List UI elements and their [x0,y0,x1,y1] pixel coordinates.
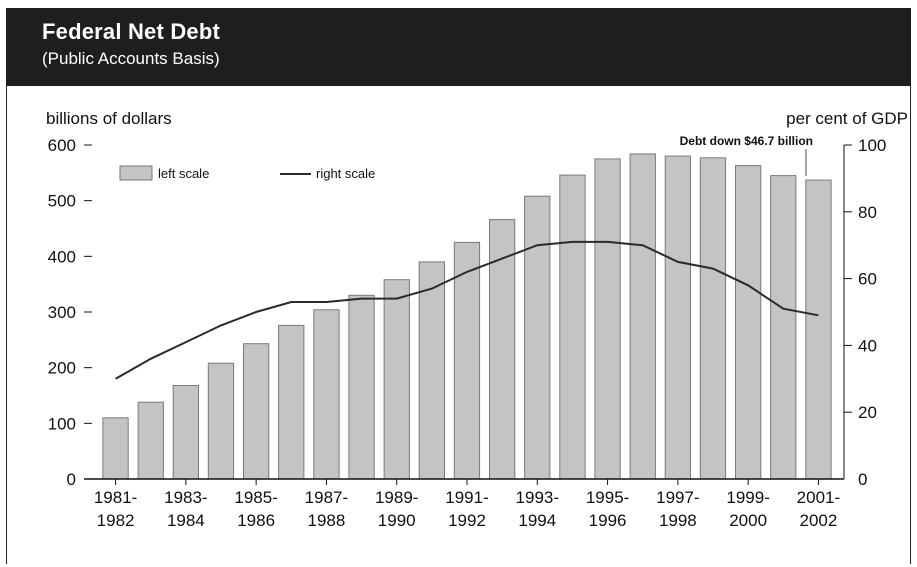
right-tick-label: 0 [858,470,867,489]
bar-2000-2001 [770,175,797,480]
right-tick-label: 20 [858,403,877,422]
x-tick-label-bottom: 1992 [448,511,486,530]
x-tick-label-top: 1993- [516,488,559,507]
right-axis-label: per cent of GDP [786,109,908,128]
bar-1987-1988 [313,309,340,480]
bar-1983-1984 [172,385,199,480]
chart-frame [6,8,911,564]
x-tick-label-bottom: 2002 [800,511,838,530]
x-tick-label-top: 1983- [164,488,207,507]
x-tick-label-bottom: 1982 [97,511,135,530]
right-tick-label: 60 [858,270,877,289]
left-tick-label: 500 [48,192,76,211]
x-tick-label-bottom: 1990 [378,511,416,530]
bar-1984-1985 [207,362,235,480]
bar-1994-1995 [559,174,586,480]
x-tick-label-bottom: 1994 [518,511,556,530]
legend-bar-swatch [119,165,153,181]
right-tick-label: 100 [858,136,886,155]
bar-1988-1989 [348,294,375,480]
left-axis-label: billions of dollars [46,109,172,128]
chart-header: Federal Net Debt (Public Accounts Basis) [6,8,911,86]
right-tick-label: 40 [858,336,877,355]
x-tick-label-top: 1987- [305,488,348,507]
bar-1982-1983 [137,401,164,480]
chart-subtitle: (Public Accounts Basis) [42,49,220,68]
bar-1990-1991 [418,261,446,480]
gdp-ratio-line [115,240,819,380]
bar-1999-2000 [735,165,762,480]
bar-1981-1982 [102,417,129,480]
x-tick-label-bottom: 2000 [729,511,767,530]
left-tick-label: 0 [67,470,76,489]
debt-annotation: Debt down $46.7 billion [680,134,813,148]
left-tick-label: 100 [48,414,76,433]
left-tick-label: 200 [48,359,76,378]
x-tick-label-top: 1991- [445,488,488,507]
x-tick-label-top: 1995- [586,488,629,507]
right-tick-label: 80 [858,203,877,222]
bar-1985-1986 [243,343,270,480]
bar-1998-1999 [699,157,727,480]
x-tick-label-top: 1981- [94,488,137,507]
legend-left-scale-label: left scale [158,166,209,181]
bar-2001-2002 [805,179,832,480]
legend-right-scale-label: right scale [316,166,375,181]
bars-group [102,153,832,480]
x-tick-label-top: 1989- [375,488,418,507]
bar-1996-1997 [629,153,656,480]
left-tick-label: 400 [48,247,76,266]
x-tick-label-top: 2001- [797,488,840,507]
bar-1991-1992 [453,241,481,480]
x-tick-label-bottom: 1996 [589,511,627,530]
bar-1993-1994 [524,195,551,480]
bar-1986-1987 [278,324,305,480]
legend: left scale right scale [119,165,375,181]
x-tick-label-top: 1999- [726,488,769,507]
x-tick-label-bottom: 1984 [167,511,205,530]
bar-1989-1990 [383,279,410,480]
x-tick-label-top: 1997- [656,488,699,507]
chart-title: Federal Net Debt [42,19,221,44]
bar-1995-1996 [594,158,621,480]
x-tick-label-bottom: 1986 [237,511,275,530]
bar-1997-1998 [664,155,692,480]
x-tick-label-bottom: 1988 [308,511,346,530]
x-tick-label-top: 1985- [234,488,277,507]
x-tick-label-bottom: 1998 [659,511,697,530]
left-tick-label: 600 [48,136,76,155]
axes-group: 0 100 200 300 400 500 600 0 20 40 60 80 100 1981- 1982… [48,136,887,530]
left-tick-label: 300 [48,303,76,322]
